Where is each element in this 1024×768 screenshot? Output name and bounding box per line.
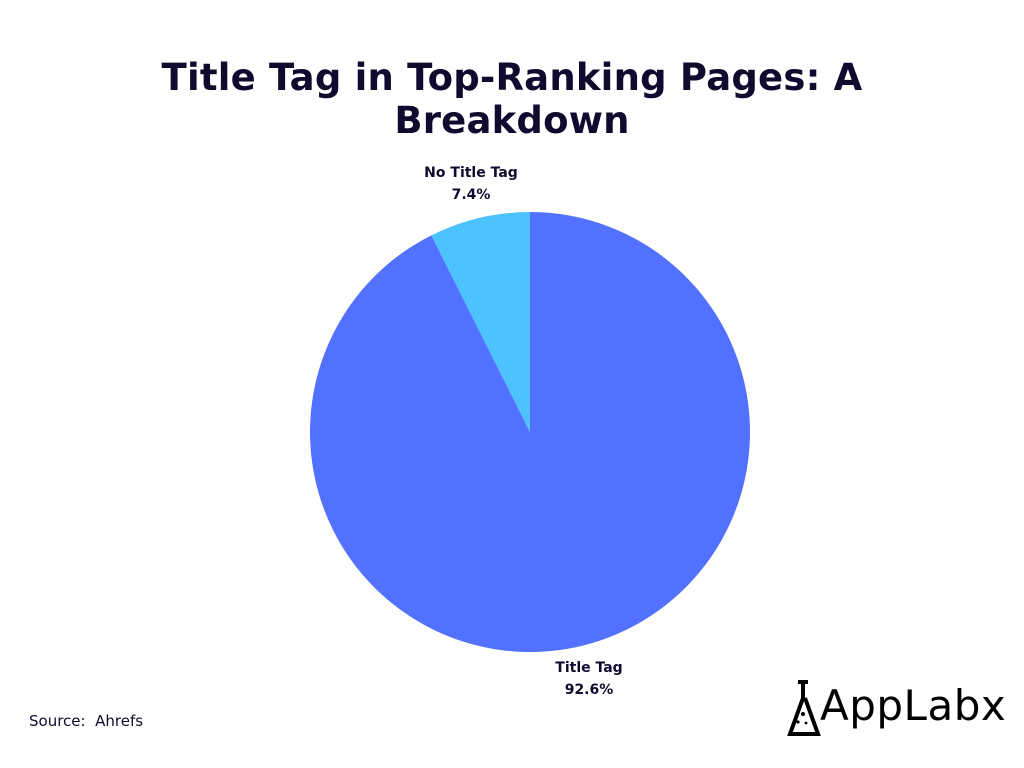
slice-label-value: 92.6% [564, 682, 614, 698]
chart-title: Title Tag in Top-Ranking Pages: A Breakd… [161, 56, 863, 142]
slice-label-name: Title Tag [555, 660, 623, 676]
slice-label-value: 7.4% [451, 187, 491, 203]
pie-slice-title-tag [309, 212, 750, 652]
applabx-logo: AppLabx [786, 676, 1006, 740]
source-note: Source: Ahrefs [29, 712, 144, 730]
slice-label-no-title-tag: No Title Tag 7.4% [424, 162, 518, 206]
flask-icon [787, 680, 821, 736]
pie-slice-no-title-tag [431, 212, 530, 432]
slice-label-title-tag: Title Tag 92.6% [555, 657, 622, 701]
slice-label-name: No Title Tag [424, 165, 518, 181]
logo-text: AppLabx [820, 681, 1007, 730]
